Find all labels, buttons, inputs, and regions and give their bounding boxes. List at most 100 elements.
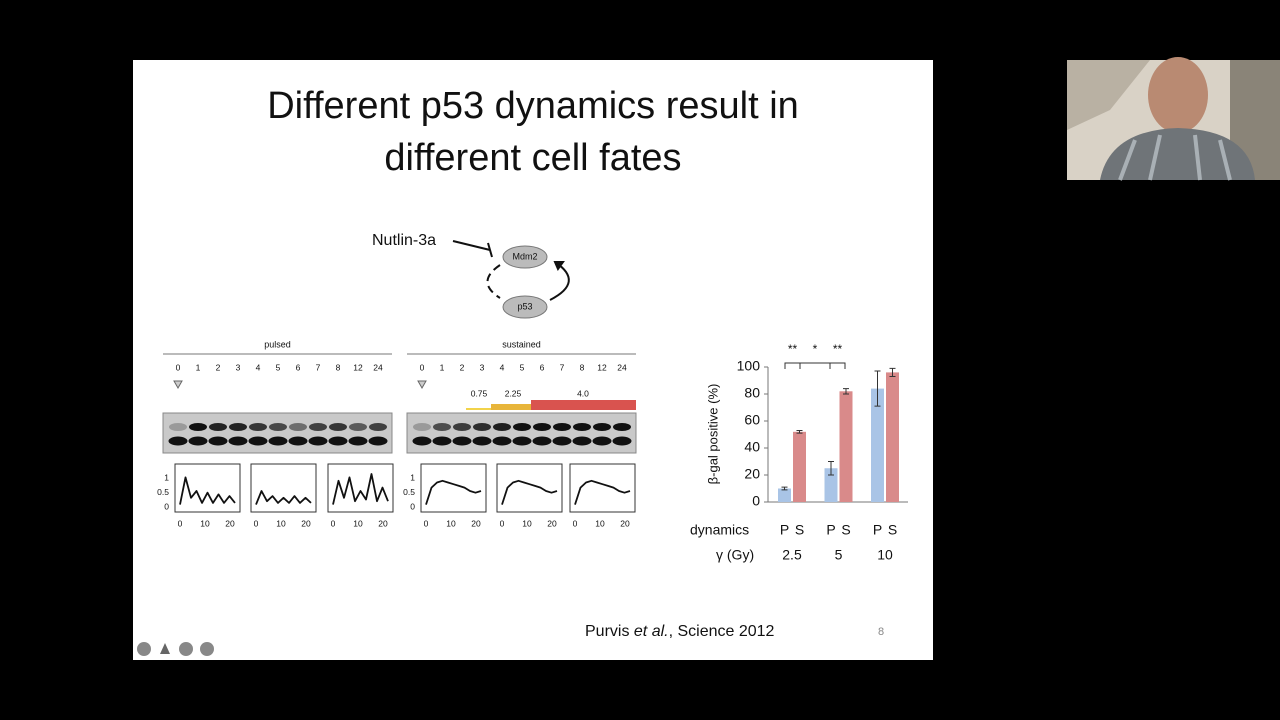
dose-label: 0.75 [471, 388, 488, 398]
blot-band [228, 436, 248, 446]
panel-label: sustained [502, 339, 541, 349]
blot-band [553, 423, 571, 431]
next-button[interactable] [200, 642, 214, 656]
blot-band [612, 436, 632, 446]
blot-band [248, 436, 268, 446]
legend-entry: P [826, 522, 835, 538]
trace-line [501, 479, 558, 505]
trace-x-tick: 10 [276, 518, 286, 528]
menu-button[interactable] [179, 642, 193, 656]
node [502, 295, 548, 319]
blot-band [453, 423, 471, 431]
blot-band [188, 436, 208, 446]
blot-band [289, 423, 307, 431]
blot-band [413, 423, 431, 431]
prev-button[interactable] [137, 642, 151, 656]
time-label: 3 [236, 362, 241, 372]
bar [839, 391, 853, 502]
time-label: 3 [480, 362, 485, 372]
trace-x-tick: 0 [331, 518, 336, 528]
citation: Purvis et al., Science 2012 [585, 623, 775, 640]
trace-x-tick: 0 [500, 518, 505, 528]
trace-x-tick: 20 [471, 518, 481, 528]
blot-image [406, 412, 637, 454]
error-bar [843, 388, 849, 395]
time-label: 24 [373, 362, 383, 372]
blot-band [268, 436, 288, 446]
diagram [452, 240, 570, 301]
trace-x-tick: 10 [446, 518, 456, 528]
blot-band [169, 423, 187, 431]
trace-box [496, 463, 563, 513]
time-label: 6 [296, 362, 301, 372]
time-label: 6 [540, 362, 545, 372]
category-label: 2.5 [782, 547, 802, 563]
blot-band [512, 436, 532, 446]
trace-line [179, 476, 236, 505]
error-bar [889, 367, 896, 377]
blot-band [209, 423, 227, 431]
error-bar [828, 461, 834, 476]
blot-band [432, 436, 452, 446]
time-label: 1 [440, 362, 445, 372]
trace-x-tick: 20 [378, 518, 388, 528]
time-label: 1 [196, 362, 201, 372]
legend-entry: P [780, 522, 789, 538]
y-tick-label: 40 [744, 439, 760, 455]
blot-band [613, 423, 631, 431]
time-label: 8 [336, 362, 341, 372]
panel-label: pulsed [264, 339, 291, 349]
trace-y-tick: 1 [410, 472, 415, 482]
trace-box [569, 463, 636, 513]
node [502, 245, 548, 269]
time-label: 7 [316, 362, 321, 372]
trace-y-tick: 0.5 [403, 487, 415, 497]
time-label: 12 [597, 362, 607, 372]
trace-x-tick: 10 [353, 518, 363, 528]
trace-y-tick: 0.5 [157, 487, 169, 497]
citation-rest: , Science 2012 [669, 623, 775, 640]
legend-entry: S [841, 522, 850, 538]
y-axis-label: β-gal positive (%) [705, 384, 720, 485]
dose-bar [491, 404, 531, 410]
trace-x-tick: 10 [522, 518, 532, 528]
dose-label: 2.25 [505, 388, 522, 398]
time-label: 4 [500, 362, 505, 372]
y-tick-label: 60 [744, 412, 760, 428]
trace-x-tick: 10 [200, 518, 210, 528]
nav-controls[interactable] [137, 642, 214, 656]
blot-band [532, 436, 552, 446]
category-label: 10 [877, 547, 893, 563]
slide-title: different cell fates [384, 137, 681, 179]
bar [824, 468, 838, 502]
trace-x-tick: 20 [547, 518, 557, 528]
time-label: 0 [420, 362, 425, 372]
time-label: 4 [256, 362, 261, 372]
y-tick-label: 0 [752, 493, 760, 509]
category-label: 5 [835, 547, 843, 563]
blot-image [162, 412, 393, 454]
slide [133, 60, 933, 660]
blot-band [493, 423, 511, 431]
time-label: 8 [580, 362, 585, 372]
legend-entry: P [873, 522, 882, 538]
slide-title: Different p53 dynamics result in [267, 85, 799, 127]
trace-x-tick: 0 [424, 518, 429, 528]
y-tick-label: 80 [744, 385, 760, 401]
blot-band [572, 436, 592, 446]
page-number: 8 [878, 626, 884, 638]
trace-x-tick: 20 [620, 518, 630, 528]
blot-band [412, 436, 432, 446]
error-bar [874, 370, 881, 407]
blot-band [473, 423, 491, 431]
trace-box [327, 463, 394, 513]
blot-band [269, 423, 287, 431]
blot-band [552, 436, 572, 446]
y-tick-label: 20 [744, 466, 760, 482]
treatment-marker [173, 380, 183, 390]
significance-label: ** [788, 342, 798, 356]
webcam [1067, 57, 1280, 181]
trace-x-tick: 20 [225, 518, 235, 528]
significance-label: ** [833, 342, 843, 356]
